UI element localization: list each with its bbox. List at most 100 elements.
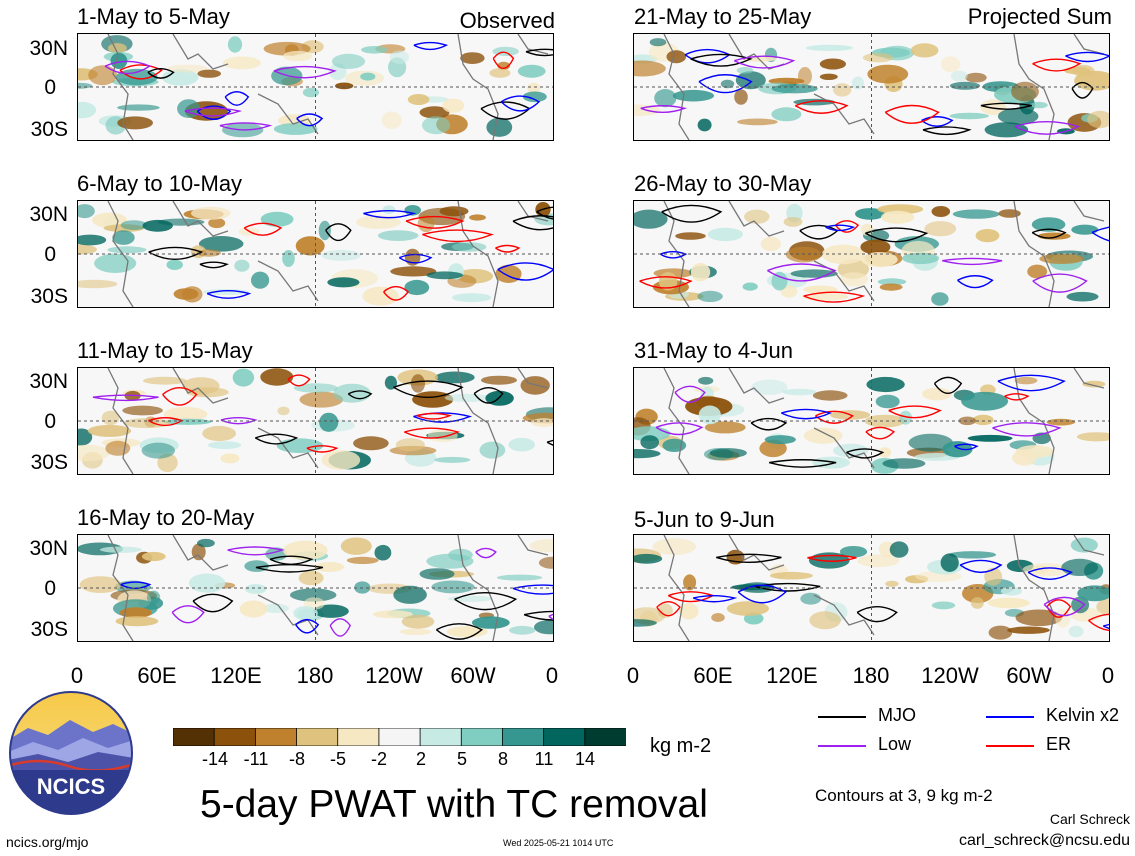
- pwat-anomaly-blob: [972, 414, 994, 426]
- wave-contour: [171, 605, 205, 624]
- wave-contour: [120, 581, 152, 590]
- pwat-anomaly-blob: [105, 440, 131, 456]
- wave-contour: [1004, 393, 1030, 401]
- pwat-anomaly-blob: [952, 209, 1000, 219]
- pwat-anomaly-blob: [78, 101, 97, 119]
- wave-contour: [546, 439, 553, 446]
- pwat-anomaly-blob: [188, 573, 226, 593]
- wave-contour: [119, 64, 163, 80]
- panel-title-3: 11-May to 15-May: [77, 338, 253, 363]
- pwat-anomaly-blob: [87, 424, 132, 437]
- pwat-anomaly-blob: [419, 568, 455, 580]
- pwat-anomaly-blob: [78, 428, 93, 446]
- pwat-anomaly-blob: [698, 405, 721, 425]
- pwat-anomaly-blob: [273, 123, 318, 135]
- pwat-anomaly-blob: [881, 210, 915, 224]
- coastline: [107, 201, 134, 307]
- wave-contour: [296, 113, 324, 127]
- wave-contour: [405, 215, 465, 229]
- pwat-anomaly-blob: [191, 206, 231, 220]
- wave-contour: [933, 376, 963, 395]
- pwat-anomaly-blob: [173, 288, 199, 300]
- panel-title-5: 21-May to 25-May: [634, 4, 812, 29]
- pwat-anomaly-blob: [410, 374, 425, 393]
- pwat-anomaly-blob: [1064, 66, 1091, 75]
- pwat-anomaly-blob: [298, 570, 324, 586]
- lat-label-30n-r1: 30N: [29, 37, 68, 60]
- pwat-anomaly-blob: [803, 427, 843, 444]
- wave-contour: [435, 623, 484, 640]
- pwat-anomaly-blob: [141, 551, 166, 562]
- wave-contour: [715, 553, 782, 563]
- pwat-anomaly-blob: [1071, 596, 1090, 614]
- coastline: [257, 260, 319, 302]
- pwat-anomaly-blob: [202, 425, 236, 442]
- coastline: [1073, 201, 1105, 222]
- pwat-anomaly-blob: [1077, 585, 1109, 602]
- pwat-anomaly-blob: [998, 209, 1021, 218]
- lon-label-180-left: 180: [296, 663, 334, 688]
- timestamp: Wed 2025-05-21 1014 UTC: [503, 838, 614, 848]
- pwat-anomaly-blob: [683, 574, 697, 591]
- cbar-tick-1: -14: [201, 749, 228, 769]
- wave-contour: [1014, 121, 1081, 135]
- map-panel-2: [77, 200, 554, 308]
- pwat-anomaly-blob: [866, 376, 905, 393]
- pwat-anomaly-blob: [885, 580, 899, 587]
- pwat-anomaly-blob: [1014, 376, 1038, 385]
- pwat-anomaly-blob: [1046, 418, 1076, 426]
- coastline: [1013, 34, 1055, 140]
- pwat-anomaly-blob: [697, 118, 712, 132]
- pwat-anomaly-blob: [783, 217, 803, 227]
- pwat-anomaly-blob: [652, 538, 697, 555]
- pwat-anomaly-blob: [202, 289, 250, 295]
- pwat-anomaly-blob: [742, 282, 758, 291]
- pwat-anomaly-blob: [1071, 224, 1099, 235]
- pwat-anomaly-blob: [94, 253, 137, 273]
- pwat-anomaly-blob: [634, 553, 663, 564]
- panel-title-7: 31-May to 4-Jun: [634, 338, 793, 363]
- pwat-anomaly-blob: [277, 406, 290, 416]
- pwat-anomaly-blob: [302, 87, 319, 98]
- pwat-anomaly-blob: [833, 83, 852, 97]
- pwat-anomaly-blob: [803, 285, 838, 294]
- pwat-anomaly-blob: [239, 600, 268, 618]
- coastline: [728, 368, 785, 404]
- pwat-anomaly-blob: [1082, 380, 1106, 388]
- pwat-anomaly-blob: [88, 65, 117, 86]
- wave-contour: [884, 104, 940, 124]
- wave-contour: [243, 222, 283, 236]
- pwat-anomaly-blob: [984, 567, 1003, 586]
- lon-label-60w-right: 60W: [1006, 663, 1052, 688]
- pwat-anomaly-blob: [867, 64, 909, 84]
- pwat-anomaly-blob: [958, 416, 976, 426]
- wave-contour: [794, 100, 849, 114]
- pwat-anomaly-blob: [1031, 217, 1066, 232]
- pwat-anomaly-blob: [374, 544, 392, 561]
- colorbar-swatch: [296, 727, 339, 747]
- map-panel-1: [77, 33, 554, 141]
- author: Carl Schreck: [1049, 811, 1130, 827]
- wave-contour: [224, 91, 250, 106]
- wave-contour: [922, 126, 972, 136]
- lat-label-eq-r2: 0: [44, 243, 56, 266]
- wave-contour: [667, 591, 715, 603]
- pwat-anomaly-blob: [780, 285, 798, 298]
- pwat-anomaly-blob: [469, 214, 486, 221]
- pwat-anomaly-blob: [879, 283, 903, 291]
- pwat-anomaly-blob: [1030, 101, 1048, 109]
- pwat-anomaly-blob: [283, 50, 313, 62]
- pwat-anomaly-blob: [1061, 558, 1099, 576]
- colorbar-swatch: [543, 727, 586, 747]
- pwat-anomaly-blob: [970, 597, 984, 609]
- pwat-anomaly-blob: [120, 220, 148, 230]
- coastline: [813, 594, 875, 636]
- coastline: [1013, 535, 1055, 641]
- wave-contour: [416, 412, 453, 420]
- cbar-tick-6: 2: [415, 749, 426, 769]
- pwat-anomaly-blob: [654, 89, 677, 108]
- colorbar-swatch: [172, 727, 216, 747]
- colorbar-swatch: [584, 727, 627, 747]
- observed-label: Observed: [459, 8, 555, 33]
- pwat-anomaly-blob: [711, 613, 725, 622]
